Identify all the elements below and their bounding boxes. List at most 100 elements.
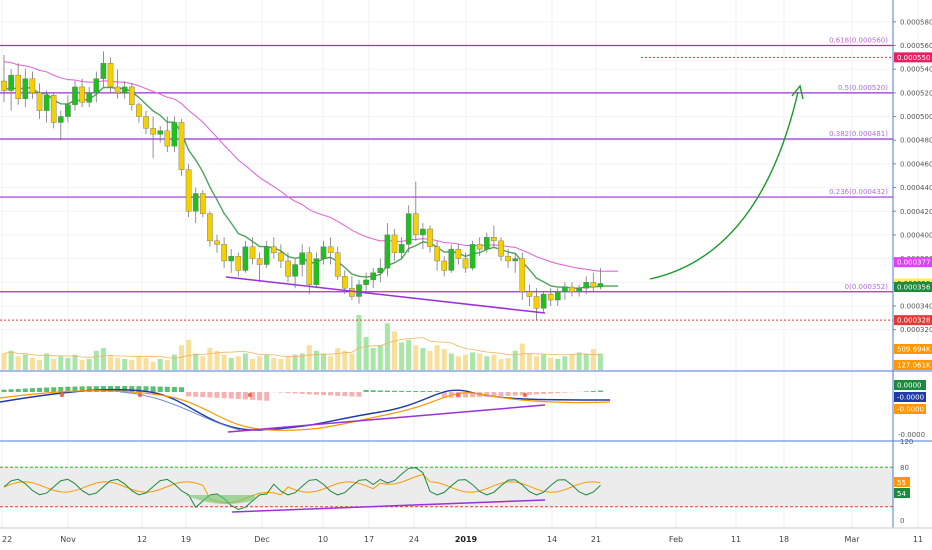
macd-histogram-bar [328,392,334,396]
candle [476,237,483,257]
candle [256,252,263,283]
candle-body [306,252,313,285]
volume-bar [328,356,334,370]
candle [292,258,298,289]
volume-bar [15,356,21,370]
volume-bar [597,353,603,370]
macd-histogram-bar [171,386,177,392]
macd-histogram-bar [8,389,14,392]
candle [434,240,440,271]
candle-body [363,279,369,285]
volume-bar [108,356,113,370]
candle-body [185,169,192,212]
candle [555,288,561,306]
macd-histogram-bar [526,392,532,395]
candle-body [278,252,284,262]
volume-bar [22,354,28,370]
candle-body [384,234,391,269]
candle-body [299,252,306,265]
x-tick-label: Feb [669,535,683,544]
macd-histogram-bar [44,387,50,392]
volume-bar [292,354,298,370]
macd-histogram-bar [555,392,561,394]
candle [576,284,582,297]
macd-histogram-bar [93,386,99,392]
candle [498,237,504,261]
fib-label: 0.5(0.000520) [838,84,888,92]
volume-bar [477,353,483,370]
candle-body [249,246,256,259]
candle [150,116,156,158]
macd-histogram-bar [505,392,511,396]
candle-body [171,122,178,147]
rsi-y-tick: 0 [900,517,904,525]
candle [363,272,369,295]
candle-body [405,213,412,245]
volume-bar [427,350,433,370]
volume-bar [590,349,596,370]
candle-body [22,78,29,99]
signal-line [0,390,611,431]
volume-bar [349,353,355,370]
candle [505,249,511,269]
macd-histogram-bar [164,386,170,392]
ema-slow-line [3,61,618,272]
x-tick-label: 21 [591,535,601,544]
volume-bar [250,359,255,370]
volume-bar [86,359,92,370]
candle-body [178,122,185,171]
candle [427,225,433,253]
candle-body [114,86,121,94]
volume-bar [583,353,589,370]
macd-histogram-bar [420,390,426,392]
volume-bar [484,356,490,370]
macd-histogram-bar [179,387,184,392]
candle-body [576,287,582,292]
candle [207,211,213,247]
macd-histogram-bar [562,392,568,393]
candle-body [192,193,199,212]
x-tick-label: 19 [181,535,191,544]
macd-histogram-bar [463,392,468,398]
fib-label: 0.618(0.000560) [829,37,888,45]
candle [285,252,291,283]
candle [597,268,604,290]
candle-body [150,128,156,135]
macd-histogram-bar [349,392,355,397]
candle [8,69,14,111]
macd-histogram-bar [597,390,603,392]
candle-body [540,293,547,309]
volume-bar [313,350,319,370]
macd-histogram-bar [129,386,135,392]
macd-histogram-bar [72,386,78,392]
ema-layer [3,61,618,289]
macd-histogram-bar [399,390,405,392]
macd-extra-line [119,391,241,431]
price-badge [894,52,932,63]
candle [405,205,412,253]
candle-body [263,246,270,265]
divergence-line-price [225,276,546,314]
macd-histogram-bar [377,390,383,392]
price-y-tick: 0.000560 [900,42,932,50]
candle-body [484,237,490,250]
candle [58,110,64,141]
volume-bar [37,360,42,370]
candle [178,118,185,176]
macd-histogram-bar [51,387,57,392]
volume-bar [526,353,532,370]
x-tick-label: Dec [254,535,269,544]
macd-histogram-bar [86,386,92,392]
candle-body [526,291,533,297]
volume-bar [342,350,348,370]
candles-layer[interactable] [1,51,604,321]
price-badge [894,315,932,326]
volume-bar [200,356,206,370]
macd-histogram-bar [122,386,128,392]
volume-bar [455,356,461,370]
candle-body [491,237,497,242]
macd-histogram-bar [214,392,220,398]
candle-body [377,267,384,274]
x-tick-label: 22 [2,535,12,544]
